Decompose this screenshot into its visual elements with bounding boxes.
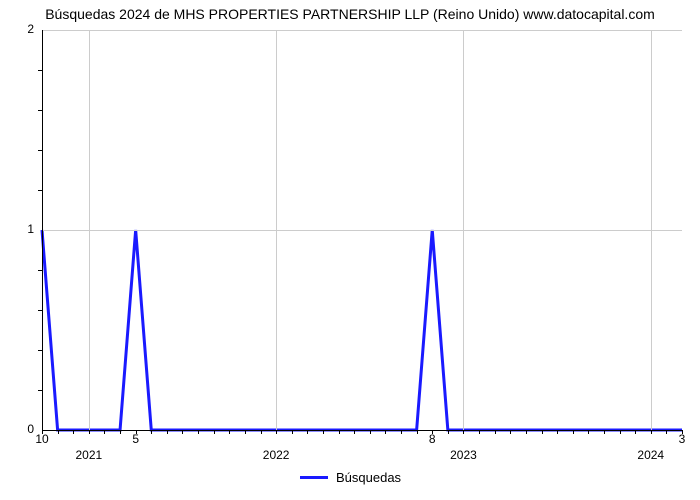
y-axis-line <box>42 30 43 430</box>
grid-line-v <box>463 30 464 430</box>
x-tick-label-count: 3 <box>670 432 694 446</box>
x-minor-tick <box>245 430 246 434</box>
x-axis-line <box>42 430 682 431</box>
chart-title: Búsquedas 2024 de MHS PROPERTIES PARTNER… <box>0 6 700 22</box>
x-minor-tick <box>588 430 589 434</box>
grid-line-h <box>42 30 682 31</box>
x-minor-tick <box>495 430 496 434</box>
x-minor-tick <box>620 430 621 434</box>
x-tick-label-year: 2021 <box>64 448 114 462</box>
x-minor-tick <box>604 430 605 434</box>
y-minor-tick <box>38 150 42 151</box>
x-minor-tick <box>136 430 137 434</box>
x-tick-label-year: 2024 <box>626 448 676 462</box>
x-minor-tick <box>557 430 558 434</box>
y-tick-label: 2 <box>12 22 34 36</box>
y-minor-tick <box>38 110 42 111</box>
x-minor-tick <box>385 430 386 434</box>
x-minor-tick <box>448 430 449 434</box>
y-minor-tick <box>38 350 42 351</box>
y-tick-label: 1 <box>12 222 34 236</box>
legend-swatch <box>300 476 328 479</box>
x-minor-tick <box>635 430 636 434</box>
x-minor-tick <box>370 430 371 434</box>
x-minor-tick <box>354 430 355 434</box>
y-minor-tick <box>38 190 42 191</box>
x-minor-tick <box>542 430 543 434</box>
x-tick-label-year: 2022 <box>251 448 301 462</box>
x-minor-tick <box>526 430 527 434</box>
y-minor-tick <box>38 310 42 311</box>
x-minor-tick <box>89 430 90 434</box>
grid-line-h <box>42 230 682 231</box>
x-minor-tick <box>42 430 43 434</box>
x-tick-label-year: 2023 <box>438 448 488 462</box>
x-minor-tick <box>73 430 74 434</box>
x-minor-tick <box>167 430 168 434</box>
plot-area <box>42 30 682 430</box>
x-minor-tick <box>432 430 433 434</box>
x-minor-tick <box>276 430 277 434</box>
legend-label: Búsquedas <box>336 470 401 485</box>
data-polyline <box>42 230 682 430</box>
x-minor-tick <box>292 430 293 434</box>
x-tick-label-count: 10 <box>30 432 54 446</box>
x-minor-tick <box>104 430 105 434</box>
x-minor-tick <box>58 430 59 434</box>
x-tick-label-count: 5 <box>124 432 148 446</box>
y-minor-tick <box>38 270 42 271</box>
x-minor-tick <box>307 430 308 434</box>
x-minor-tick <box>229 430 230 434</box>
x-minor-tick <box>417 430 418 434</box>
grid-line-v <box>651 30 652 430</box>
x-minor-tick <box>323 430 324 434</box>
x-minor-tick <box>463 430 464 434</box>
x-minor-tick <box>401 430 402 434</box>
x-minor-tick <box>651 430 652 434</box>
y-minor-tick <box>38 390 42 391</box>
x-minor-tick <box>120 430 121 434</box>
x-minor-tick <box>339 430 340 434</box>
x-minor-tick <box>666 430 667 434</box>
y-minor-tick <box>38 70 42 71</box>
legend: Búsquedas <box>300 470 401 485</box>
grid-line-v <box>89 30 90 430</box>
x-minor-tick <box>151 430 152 434</box>
x-minor-tick <box>261 430 262 434</box>
x-minor-tick <box>182 430 183 434</box>
grid-line-v <box>276 30 277 430</box>
x-tick-label-count: 8 <box>420 432 444 446</box>
x-minor-tick <box>214 430 215 434</box>
x-minor-tick <box>573 430 574 434</box>
x-minor-tick <box>510 430 511 434</box>
x-minor-tick <box>198 430 199 434</box>
x-minor-tick <box>682 430 683 434</box>
x-minor-tick <box>479 430 480 434</box>
chart-container: { "title": "Búsquedas 2024 de MHS PROPER… <box>0 0 700 500</box>
